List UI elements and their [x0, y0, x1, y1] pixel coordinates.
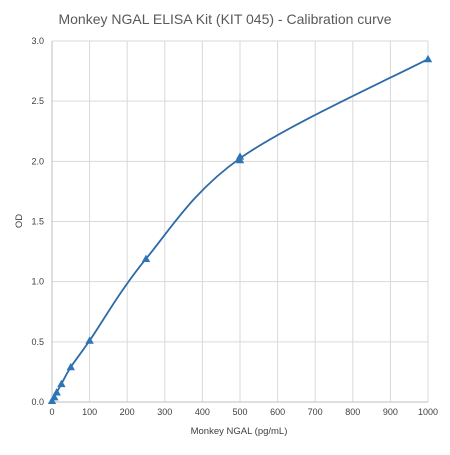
data-point	[423, 54, 433, 63]
x-tick-label: 300	[157, 407, 172, 417]
y-tick-label: 1.0	[31, 277, 44, 287]
data-point	[141, 254, 151, 262]
x-tick-label: 0	[49, 407, 54, 417]
x-tick-label: 1000	[418, 407, 438, 417]
data-point	[50, 392, 59, 401]
data-point	[52, 388, 61, 396]
y-tick-label: 0.0	[31, 397, 44, 407]
y-tick-label: 1.5	[31, 217, 44, 227]
x-tick-label: 600	[270, 407, 285, 417]
x-tick-label: 200	[120, 407, 135, 417]
x-tick-label: 100	[82, 407, 97, 417]
data-point	[85, 336, 94, 344]
y-tick-label: 2.5	[31, 96, 44, 106]
data-point	[57, 379, 66, 388]
grid-lines	[52, 40, 429, 402]
tick-labels: 0 100 200 300 400 500 600 700 800 900 1000 0.0 0.5 1.…	[31, 36, 438, 417]
y-tick-label: 0.5	[31, 337, 44, 347]
y-tick-label: 2.0	[31, 156, 44, 166]
axes	[51, 41, 428, 403]
series-layer	[47, 54, 433, 404]
data-point	[235, 152, 245, 160]
y-axis-label: OD	[14, 214, 25, 228]
data-point	[66, 362, 75, 371]
x-tick-label: 900	[383, 407, 398, 417]
chart-title: Monkey NGAL ELISA Kit (KIT 045) - Calibr…	[58, 11, 391, 27]
x-tick-label: 800	[345, 407, 360, 417]
x-tick-label: 500	[232, 407, 247, 417]
x-axis-label: Monkey NGAL (pg/mL)	[191, 426, 288, 437]
x-tick-label: 400	[195, 407, 210, 417]
x-tick-label: 700	[308, 407, 323, 417]
y-tick-label: 3.0	[31, 36, 44, 46]
